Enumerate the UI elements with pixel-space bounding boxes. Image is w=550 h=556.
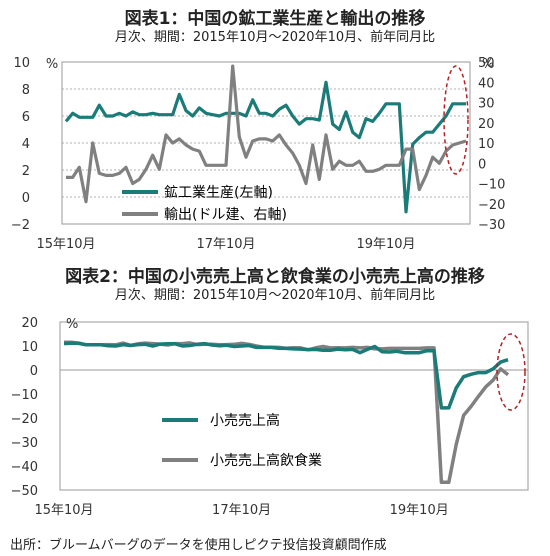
chart1-ytick-right: 20 — [478, 117, 495, 132]
chart1-ytick-right: 50 — [478, 56, 495, 71]
chart1-ytick-left: 0 — [22, 191, 30, 206]
chart2-yunit: % — [66, 317, 78, 332]
chart1-xtick: 17年10月 — [196, 237, 255, 252]
chart1-ytick-left: 6 — [22, 110, 30, 125]
chart1-yunit-left: % — [46, 57, 58, 72]
chart1-ytick-right: −10 — [478, 178, 505, 193]
chart1-yunit-right: % — [482, 57, 494, 72]
chart1-title: 図表1：中国の鉱工業生産と輸出の推移 — [124, 9, 426, 29]
chart2-highlight-ellipse — [496, 333, 526, 411]
chart2-xtick: 15年10月 — [34, 503, 93, 518]
chart1-legend-label-0: 鉱工業生産(左軸) — [164, 184, 273, 201]
chart2-ytick: 20 — [21, 316, 38, 331]
chart2-ytick: −30 — [11, 436, 38, 451]
chart1-legend-label-1: 輸出(ドル建、右軸) — [164, 207, 287, 223]
source-note: 出所：ブルームバーグのデータを使用しピクテ投信投資顧問作成 — [10, 538, 387, 553]
chart2-series-line-0 — [63, 341, 509, 410]
chart2-ytick: −50 — [11, 484, 38, 499]
chart1-ytick-left: 4 — [22, 137, 30, 152]
chart1-highlight-ellipse — [443, 65, 469, 175]
chart2-legend-label-0: 小売売上高 — [210, 412, 280, 429]
chart1-ytick-right: 40 — [478, 76, 495, 91]
chart1-series-line-1 — [66, 64, 467, 204]
chart1-ytick-right: 0 — [478, 157, 486, 172]
chart1-ytick-right: 10 — [478, 137, 495, 152]
chart2-legend-label-1: 小売売上高飲食業 — [210, 452, 322, 469]
chart1-subtitle: 月次、期間：2015年10月〜2020年10月、前年同月比 — [114, 30, 436, 45]
chart2-ytick: −10 — [11, 388, 38, 403]
chart1-ytick-left: 8 — [22, 83, 30, 98]
chart2-ytick: −40 — [11, 460, 38, 475]
chart1-xtick: 15年10月 — [36, 237, 95, 252]
chart1-ytick-right: −30 — [478, 218, 505, 233]
chart2-title: 図表2：中国の小売売上高と飲食業の小売売上高の推移 — [65, 267, 485, 287]
chart2-ytick: −20 — [11, 412, 38, 427]
chart1-ytick-left: −2 — [11, 218, 30, 233]
chart2-xtick: 19年10月 — [390, 503, 449, 518]
chart2-ytick: 10 — [21, 340, 38, 355]
chart2-xtick: 17年10月 — [212, 503, 271, 518]
chart1-ytick-left: 10 — [13, 56, 30, 71]
chart2-subtitle: 月次、期間：2015年10月〜2020年10月、前年同月比 — [114, 288, 436, 303]
chart2-ytick: 0 — [30, 364, 38, 379]
chart1-xtick: 19年10月 — [356, 237, 415, 252]
chart1-ytick-left: 2 — [22, 164, 30, 179]
chart1-ytick-right: −20 — [478, 198, 505, 213]
chart1-ytick-right: 30 — [478, 97, 495, 112]
chart1-series-line-0 — [64, 80, 466, 214]
chart2-frame — [59, 321, 529, 491]
